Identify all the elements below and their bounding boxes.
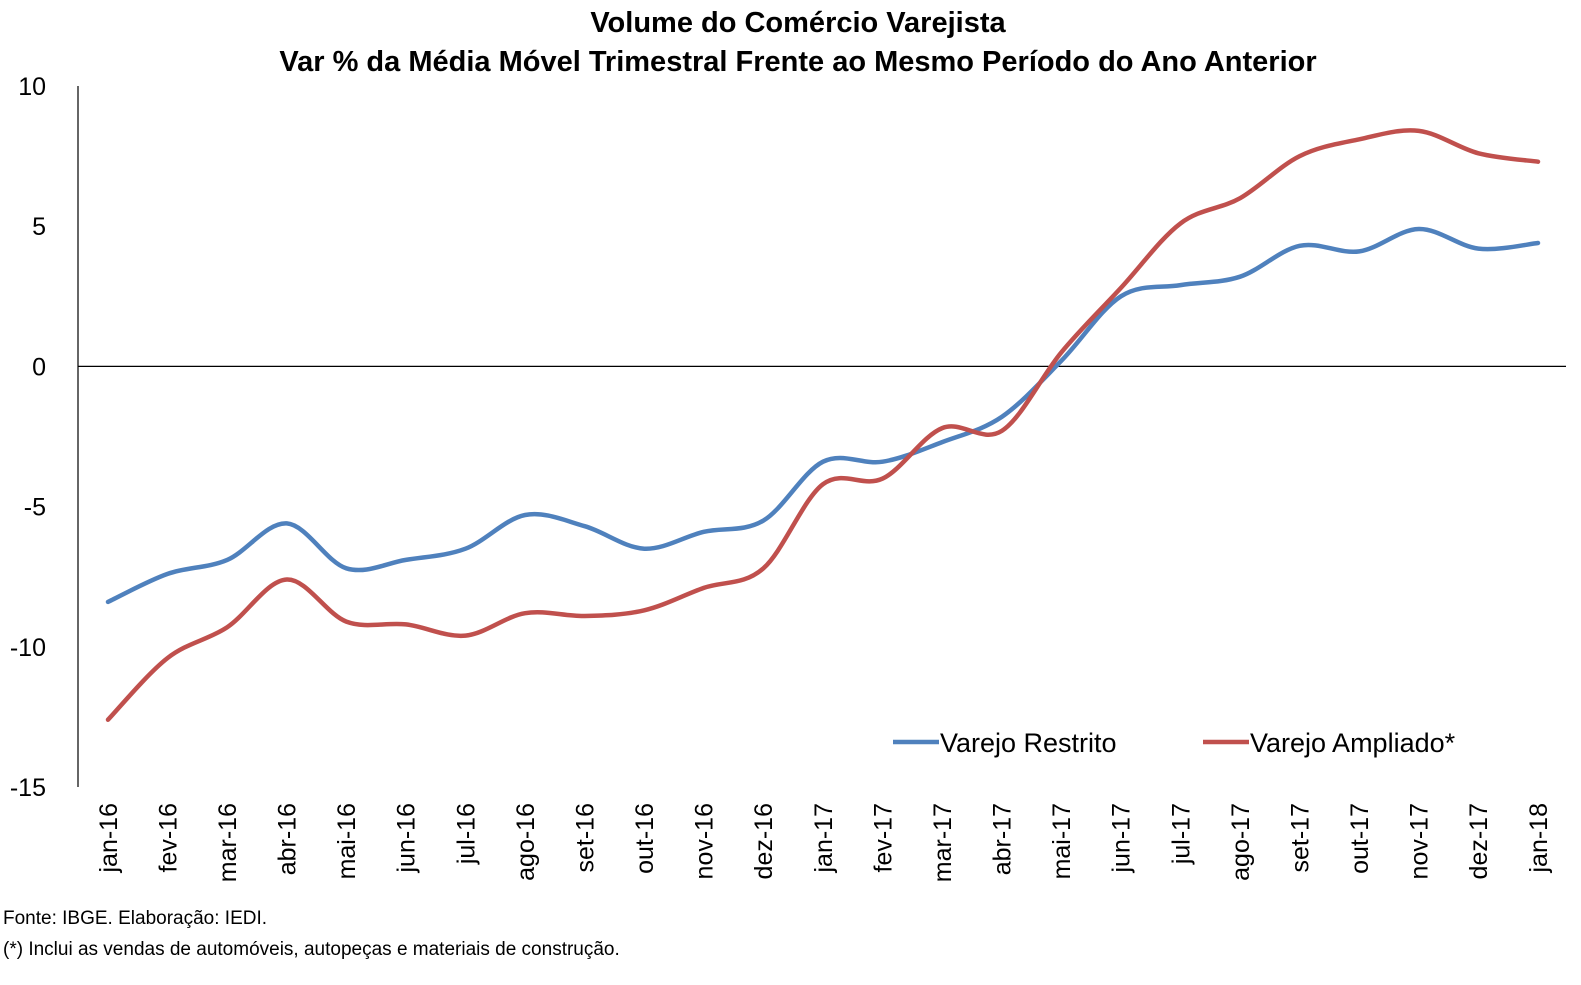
- x-tick-label: mar-17: [929, 803, 957, 882]
- series-lines: [105, 128, 1541, 722]
- y-tick-labels: 10 5 0 -5 -10 -15: [10, 73, 46, 802]
- x-tick-label: set-17: [1286, 803, 1314, 872]
- x-tick-label: ago-16: [512, 803, 540, 881]
- x-tick-label: dez-17: [1465, 803, 1493, 879]
- x-tick-label: out-17: [1346, 803, 1374, 874]
- x-tick-label: jan-17: [810, 803, 838, 874]
- series-line-1: [105, 128, 1541, 722]
- y-tick-label: -5: [24, 494, 46, 522]
- x-tick-label: out-16: [631, 803, 659, 874]
- x-tick-label: jul-17: [1167, 803, 1195, 865]
- x-tick-label: mai-16: [333, 803, 361, 879]
- x-tick-label: jan-16: [95, 803, 123, 874]
- x-tick-label: jun-16: [393, 803, 421, 874]
- footnote: (*) Inclui as vendas de automóveis, auto…: [3, 939, 620, 960]
- x-tick-label: nov-16: [691, 803, 719, 879]
- x-tick-label: abr-17: [989, 803, 1017, 875]
- x-tick-labels: jan-16 fev-16 mar-16 abr-16 mai-16 jun-16 jul-…: [95, 803, 1553, 882]
- x-tick-label: fev-16: [154, 803, 182, 872]
- x-tick-label: mar-16: [214, 803, 242, 882]
- x-tick-label: ago-17: [1227, 803, 1255, 881]
- series-line-0: [105, 226, 1541, 605]
- legend-label: Varejo Ampliado*: [1250, 728, 1456, 758]
- y-tick-label: 5: [32, 213, 46, 241]
- y-tick-label: -15: [10, 774, 46, 802]
- x-tick-label: nov-17: [1406, 803, 1434, 879]
- source-note: Fonte: IBGE. Elaboração: IEDI.: [3, 908, 268, 929]
- y-tick-label: -10: [10, 634, 46, 662]
- y-tick-label: 0: [32, 353, 46, 381]
- chart-subtitle: Var % da Média Móvel Trimestral Frente a…: [279, 46, 1316, 78]
- x-tick-label: mai-17: [1048, 803, 1076, 879]
- x-tick-label: jul-16: [452, 803, 480, 865]
- x-tick-label: jan-18: [1525, 803, 1553, 874]
- x-tick-label: dez-16: [750, 803, 778, 879]
- x-tick-label: abr-16: [274, 803, 302, 875]
- axes: [77, 86, 1566, 787]
- legend: Varejo Restrito Varejo Ampliado*: [893, 728, 1456, 758]
- chart-title: Volume do Comércio Varejista: [590, 7, 1006, 39]
- y-tick-label: 10: [18, 73, 46, 101]
- x-tick-label: set-16: [571, 803, 599, 872]
- line-chart: Volume do Comércio Varejista Var % da Mé…: [10, 7, 1566, 882]
- x-tick-label: jun-17: [1108, 803, 1136, 874]
- legend-label: Varejo Restrito: [940, 728, 1117, 758]
- x-tick-label: fev-17: [869, 803, 897, 872]
